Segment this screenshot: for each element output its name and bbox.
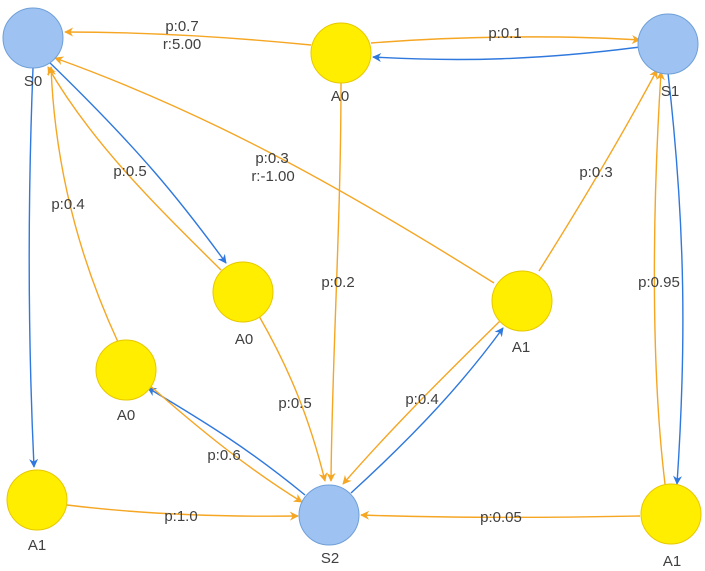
- label-a1right-s1-p: p:0.95: [638, 274, 680, 291]
- state-node-s0[interactable]: [2, 7, 64, 69]
- label-a1mid-s1-p: p:0.3: [579, 164, 612, 181]
- label-a0left-s2-p: p:0.6: [207, 447, 240, 464]
- action-node-a1-left[interactable]: [6, 469, 68, 531]
- label-a1mid-s0-r: r:-1.00: [251, 168, 294, 185]
- label-a1left-s2-p: p:1.0: [164, 508, 197, 525]
- edge-s1-a1right: [667, 72, 684, 485]
- edges-action-to-state: [46, 27, 666, 521]
- node-label-a1-right: A1: [663, 553, 681, 570]
- state-node-s2[interactable]: [298, 484, 360, 546]
- label-a0top-s2-p: p:0.2: [321, 274, 354, 291]
- edge-s2-a1mid: [350, 327, 504, 494]
- label-a0mid-s0-p: p:0.5: [113, 163, 146, 180]
- action-node-a0-mid[interactable]: [212, 261, 274, 323]
- state-node-s1[interactable]: [637, 13, 699, 75]
- node-label-s0: S0: [24, 73, 42, 90]
- action-node-a1-right[interactable]: [640, 483, 702, 545]
- edge-a0left-s0: [46, 66, 119, 343]
- action-node-a1-mid[interactable]: [491, 270, 553, 332]
- node-label-a0-mid: A0: [235, 331, 253, 348]
- node-label-s1: S1: [661, 83, 679, 100]
- edge-a0top-s1: [370, 35, 641, 44]
- label-a0mid-s2-p: p:0.5: [278, 395, 311, 412]
- label-a1mid-s2-p: p:0.4: [405, 391, 438, 408]
- edge-a1right-s2: [360, 510, 641, 520]
- node-label-a1-mid: A1: [512, 339, 530, 356]
- edge-a0left-s2: [146, 382, 303, 503]
- action-node-a0-left[interactable]: [95, 339, 157, 401]
- edge-a0mid-s2: [258, 315, 328, 482]
- edge-a1mid-s2: [342, 320, 501, 485]
- edge-labels: p:0.7 r:5.00 p:0.1 p:0.2 p:0.5 p:0.5 p:0…: [51, 18, 680, 526]
- node-labels: S0 S1 S2 A0 A0 A0 A1 A1 A1: [24, 73, 681, 570]
- edge-s0-a1left: [28, 67, 39, 468]
- label-a0top-s1-p: p:0.1: [488, 25, 521, 42]
- node-label-a0-left: A0: [117, 407, 135, 424]
- edges-state-to-action: [28, 46, 684, 496]
- edge-a0mid-s0: [47, 66, 222, 271]
- label-a0left-s0-p: p:0.4: [51, 196, 84, 213]
- label-a0top-s0-r: r:5.00: [163, 36, 201, 53]
- edge-s0-a0mid: [46, 59, 227, 264]
- edge-a0top-s2: [326, 82, 342, 482]
- node-label-s2: S2: [321, 550, 339, 567]
- edge-a1left-s2: [66, 504, 299, 521]
- edge-a1mid-s1: [538, 69, 658, 272]
- edge-a1mid-s0: [54, 56, 495, 284]
- node-label-a0-top: A0: [331, 88, 349, 105]
- action-node-a0-top[interactable]: [310, 22, 372, 84]
- nodes: [2, 7, 702, 546]
- label-a1right-s2-p: p:0.05: [480, 509, 522, 526]
- edge-a1right-s1: [653, 71, 666, 485]
- edge-s1-a0top: [372, 46, 641, 62]
- edge-a0top-s0: [64, 27, 312, 46]
- node-label-a1-left: A1: [28, 537, 46, 554]
- label-a0top-s0-p: p:0.7: [165, 18, 198, 35]
- label-a1mid-s0-p: p:0.3: [255, 150, 288, 167]
- edge-s2-a0left: [147, 387, 306, 496]
